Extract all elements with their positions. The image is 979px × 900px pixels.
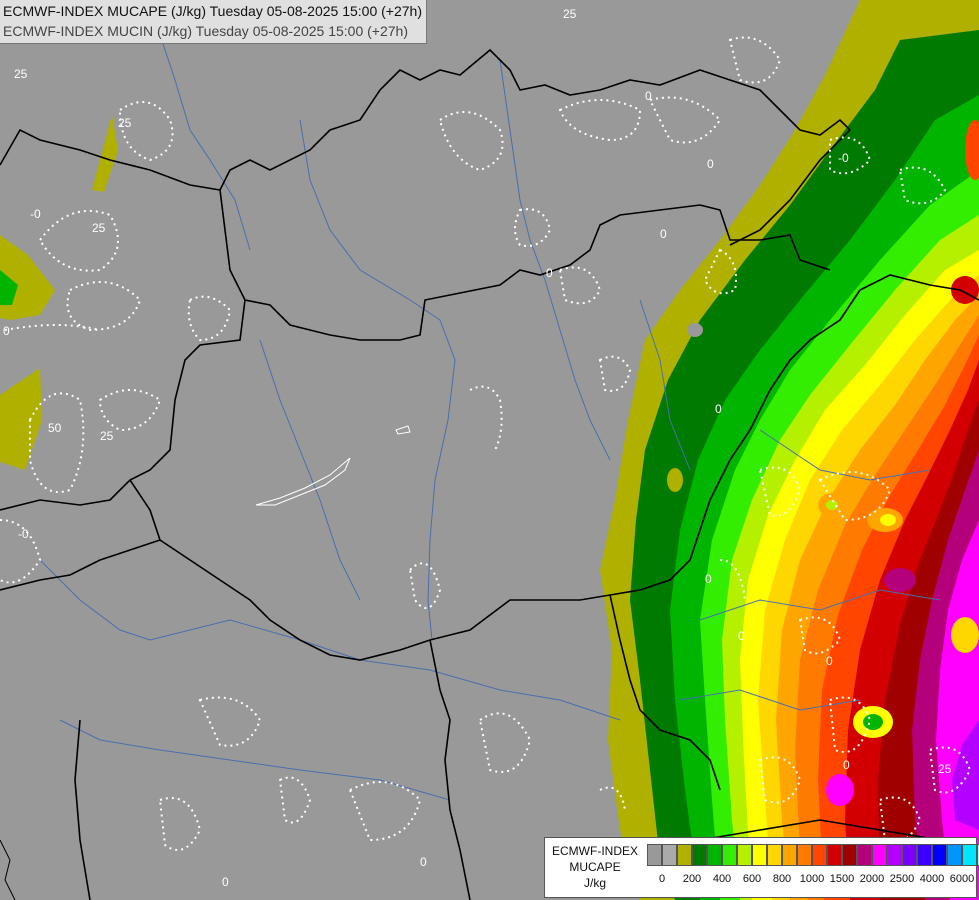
legend-swatch [947, 844, 962, 866]
contour-label: -0 [838, 151, 849, 165]
legend-swatch [827, 844, 842, 866]
legend-swatch [782, 844, 797, 866]
legend-swatch [737, 844, 752, 866]
contour-label: 0 [645, 89, 652, 103]
coastline [0, 839, 16, 900]
lake-small [395, 425, 411, 435]
legend-swatch [872, 844, 887, 866]
cape-field-west-olive-2 [0, 368, 42, 470]
legend-tick-label: 600 [742, 873, 762, 885]
contour-label: 25 [563, 7, 577, 21]
legend-tick-label: 800 [772, 873, 792, 885]
contour-label: 0 [826, 654, 833, 668]
contour-label: 25 [118, 116, 132, 130]
legend-tick-label: 2000 [859, 873, 885, 885]
cape-cell-2b [880, 514, 896, 526]
lake-balaton [255, 457, 351, 506]
contour-label: 0 [222, 875, 229, 889]
legend-tick-label: 1500 [829, 873, 855, 885]
legend-ticks: 0 200 400 600 800 1000 1500 2000 2500 4000 6000 [647, 873, 977, 891]
contour-label: 0 [705, 572, 712, 586]
cape-cell-9 [667, 468, 683, 492]
cape-field-violet [952, 720, 979, 830]
cape-cell-8 [884, 568, 916, 592]
contour-label: 0 [843, 758, 850, 772]
legend-swatch [902, 844, 917, 866]
legend-tick-label: 400 [712, 873, 732, 885]
contour-label: 0 [660, 227, 667, 241]
map-title-mucape: ECMWF-INDEX MUCAPE (J/kg) Tuesday 05-08-… [3, 3, 422, 19]
legend-title: ECMWF-INDEX MUCAPE J/kg [547, 843, 643, 891]
legend-tick-label: 200 [682, 873, 702, 885]
rivers [39, 19, 941, 801]
cape-cell-5 [965, 120, 979, 180]
mucin-contours [0, 36, 972, 851]
legend-title-unit: J/kg [583, 876, 606, 890]
legend-swatch [662, 844, 677, 866]
legend-swatch [752, 844, 767, 866]
contour-label: 25 [938, 762, 952, 776]
legend-swatch [917, 844, 932, 866]
legend-swatch [977, 844, 979, 866]
contour-label: -0 [30, 207, 41, 221]
contour-label: 0 [707, 157, 714, 171]
legend-swatch [707, 844, 722, 866]
contour-label: 25 [14, 67, 28, 81]
color-legend: ECMWF-INDEX MUCAPE J/kg 0 200 400 600 800 100… [544, 837, 979, 898]
legend-swatch [767, 844, 782, 866]
legend-swatch [887, 844, 902, 866]
contour-label: 0 [715, 402, 722, 416]
legend-swatch [812, 844, 827, 866]
legend-tick-label: 4000 [919, 873, 945, 885]
contour-label: 0 [546, 266, 553, 280]
contour-label: 0 [738, 629, 745, 643]
contour-label: 0 [420, 855, 427, 869]
legend-swatch [857, 844, 872, 866]
legend-swatch [722, 844, 737, 866]
legend-tick-label: 1000 [799, 873, 825, 885]
map-title-box: ECMWF-INDEX MUCAPE (J/kg) Tuesday 05-08-… [0, 0, 427, 44]
legend-swatches [647, 844, 979, 866]
cape-field-nw-olive [92, 115, 118, 192]
legend-tick-label: 2500 [889, 873, 915, 885]
contour-label: -0 [18, 527, 29, 541]
country-borders [0, 48, 979, 900]
cape-cell-4 [951, 617, 979, 653]
contour-label: 25 [100, 429, 114, 443]
contour-label: 0 [3, 324, 10, 338]
legend-title-parameter: MUCAPE [569, 860, 621, 874]
map-title-mucin: ECMWF-INDEX MUCIN (J/kg) Tuesday 05-08-2… [3, 23, 408, 39]
legend-swatch [692, 844, 707, 866]
cape-cell-3b [863, 714, 883, 730]
cape-cell-10 [687, 323, 703, 337]
cape-cell-1b [826, 500, 838, 510]
contour-labels: 25 25 25 25 0 0 0 0 0 0 0 0 -0 -0 50 25 … [3, 7, 952, 889]
cape-field-west-green [0, 270, 18, 305]
contour-label: 50 [48, 421, 62, 435]
legend-swatch [962, 844, 977, 866]
legend-swatch [797, 844, 812, 866]
cape-cell-7 [826, 774, 854, 806]
legend-swatch [647, 844, 662, 866]
legend-swatch [842, 844, 857, 866]
legend-swatch [932, 844, 947, 866]
contour-label: 25 [92, 221, 106, 235]
legend-tick-label: 0 [658, 873, 666, 885]
legend-swatch [677, 844, 692, 866]
legend-title-source: ECMWF-INDEX [552, 844, 638, 858]
legend-tick-label: 6000 [949, 873, 975, 885]
